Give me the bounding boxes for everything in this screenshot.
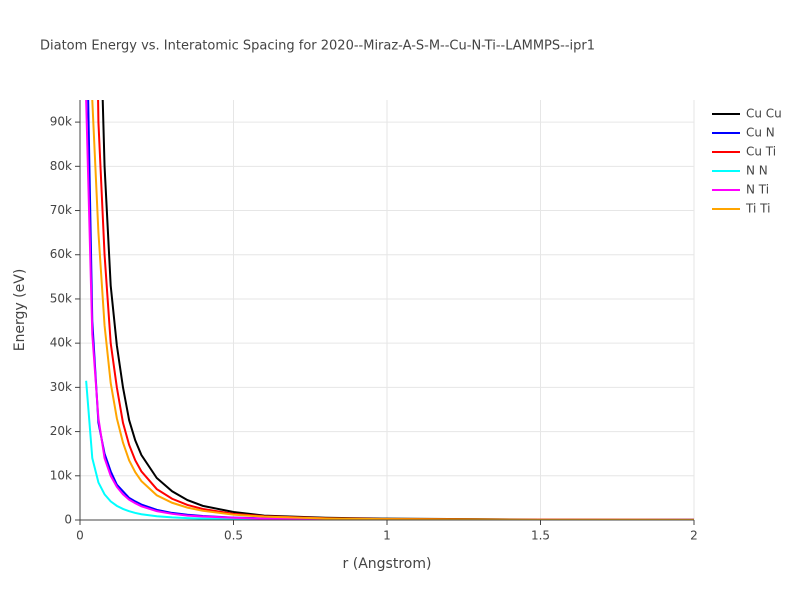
y-tick-label: 20k <box>50 424 72 438</box>
axes: 0 10k 20k 30k 40k 50k 60k 70k 80k 90k 0 0.5 1 1.5 2 Cu … <box>50 100 782 543</box>
x-tick-label: 0 <box>76 529 84 543</box>
y-tick-label: 50k <box>50 291 72 305</box>
x-axis-label: r (Angstrom) <box>343 556 432 572</box>
y-tick-label: 80k <box>50 159 72 173</box>
y-axis-label: Energy (eV) <box>12 269 28 352</box>
y-tick-label: 10k <box>50 468 72 482</box>
y-tick-label: 60k <box>50 247 72 261</box>
y-tick-label: 90k <box>50 115 72 129</box>
y-tick-label: 70k <box>50 203 72 217</box>
x-tick-label: 0.5 <box>224 529 243 543</box>
series-line <box>85 100 694 520</box>
chart-title: Diatom Energy vs. Interatomic Spacing fo… <box>40 39 595 54</box>
y-tick-label: 40k <box>50 336 72 350</box>
legend-label: N N <box>746 164 768 178</box>
x-tick-label: 1.5 <box>531 529 550 543</box>
y-tick-label: 30k <box>50 380 72 394</box>
x-tick-label: 1 <box>383 529 391 543</box>
legend-label: Cu N <box>746 126 775 140</box>
x-tick-label: 2 <box>690 529 698 543</box>
series-line <box>85 380 694 520</box>
legend-label: Ti Ti <box>745 202 770 216</box>
legend-label: N Ti <box>746 183 769 197</box>
legend-label: Cu Ti <box>746 145 776 159</box>
series-line <box>87 100 694 520</box>
plot-area <box>85 100 694 520</box>
series-line <box>101 100 694 520</box>
legend-label: Cu Cu <box>746 107 782 121</box>
series-line <box>97 100 694 520</box>
series-line <box>91 100 694 520</box>
y-tick-label: 0 <box>64 513 72 527</box>
grid <box>79 100 695 521</box>
